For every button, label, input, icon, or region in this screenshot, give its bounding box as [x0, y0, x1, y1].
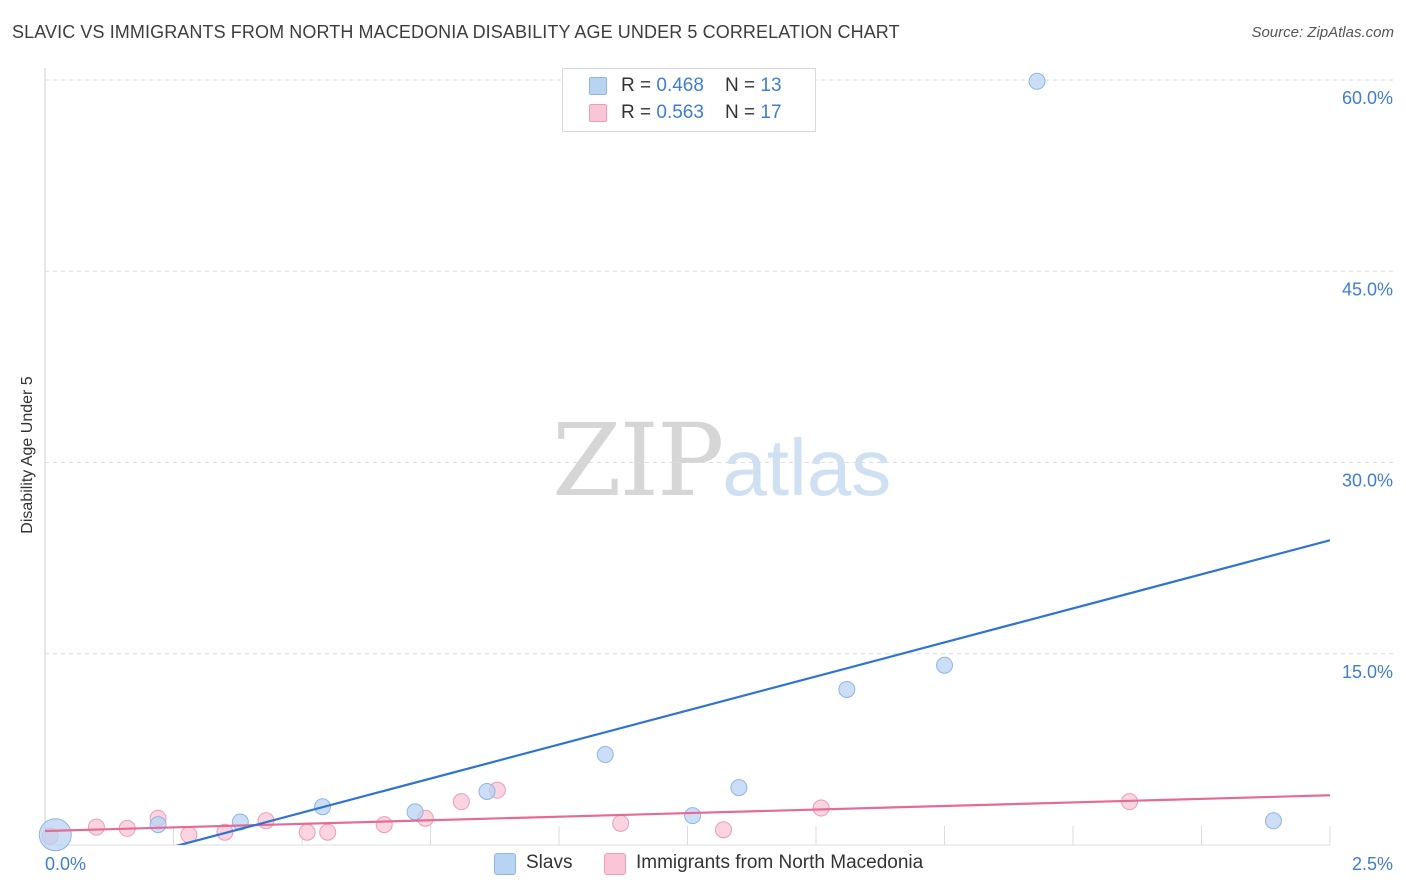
bottom-legend-swatch-slavs — [494, 853, 516, 875]
point-slavs — [596, 745, 614, 763]
point-macedonia — [612, 814, 630, 832]
y-tick-label: 45.0% — [1342, 279, 1393, 299]
point-slavs — [478, 782, 496, 800]
point-macedonia — [714, 821, 732, 839]
legend-r-label: R = — [621, 75, 657, 96]
point-slavs — [149, 816, 167, 834]
legend-n-value-slavs: 13 — [760, 75, 782, 96]
y-tick-label: 15.0% — [1342, 662, 1393, 682]
point-slavs — [1028, 72, 1046, 90]
point-macedonia — [452, 793, 470, 811]
legend-r-value-slavs: 0.468 — [656, 75, 704, 96]
point-macedonia — [319, 823, 337, 841]
point-slavs — [730, 779, 748, 797]
watermark-atlas: atlas — [722, 423, 892, 512]
trend-line-slavs — [175, 539, 1330, 845]
chart-title: SLAVIC VS IMMIGRANTS FROM NORTH MACEDONI… — [12, 22, 900, 42]
legend-n-value-macedonia: 17 — [760, 102, 782, 123]
point-slavs — [406, 803, 424, 821]
trend-line-macedonia — [45, 794, 1330, 833]
x-tick-label: 0.0% — [45, 854, 86, 874]
point-slavs — [684, 807, 702, 825]
correlation-legend: R = 0.468 N = 13 R = 0.563 N = 17 — [562, 68, 816, 132]
point-macedonia — [298, 823, 316, 841]
legend-r-value-macedonia: 0.563 — [656, 102, 704, 123]
legend-n-label: N = — [725, 75, 761, 96]
bottom-legend-label-slavs: Slavs — [526, 852, 573, 873]
legend-r-label: R = — [621, 102, 657, 123]
point-macedonia — [375, 816, 393, 834]
source-label: Source: ZipAtlas.com — [1251, 24, 1394, 41]
x-tick-label: 2.5% — [1352, 854, 1393, 874]
legend-n-label: N = — [725, 102, 761, 123]
bottom-legend-swatch-macedonia — [604, 853, 626, 875]
point-slavs — [936, 656, 953, 674]
watermark: ZIPatlas — [552, 402, 891, 519]
watermark-zip: ZIP — [552, 402, 724, 519]
point-macedonia — [812, 799, 830, 817]
point-slavs — [838, 680, 856, 698]
legend-swatch-slavs — [589, 77, 607, 95]
point-macedonia — [87, 818, 105, 836]
y-tick-label: 60.0% — [1342, 88, 1393, 108]
bottom-legend-label-macedonia: Immigrants from North Macedonia — [636, 852, 924, 873]
point-slavs — [1264, 812, 1282, 830]
legend-swatch-macedonia — [589, 104, 607, 122]
y-tick-label: 30.0% — [1342, 471, 1393, 491]
point-slavs — [38, 818, 72, 852]
